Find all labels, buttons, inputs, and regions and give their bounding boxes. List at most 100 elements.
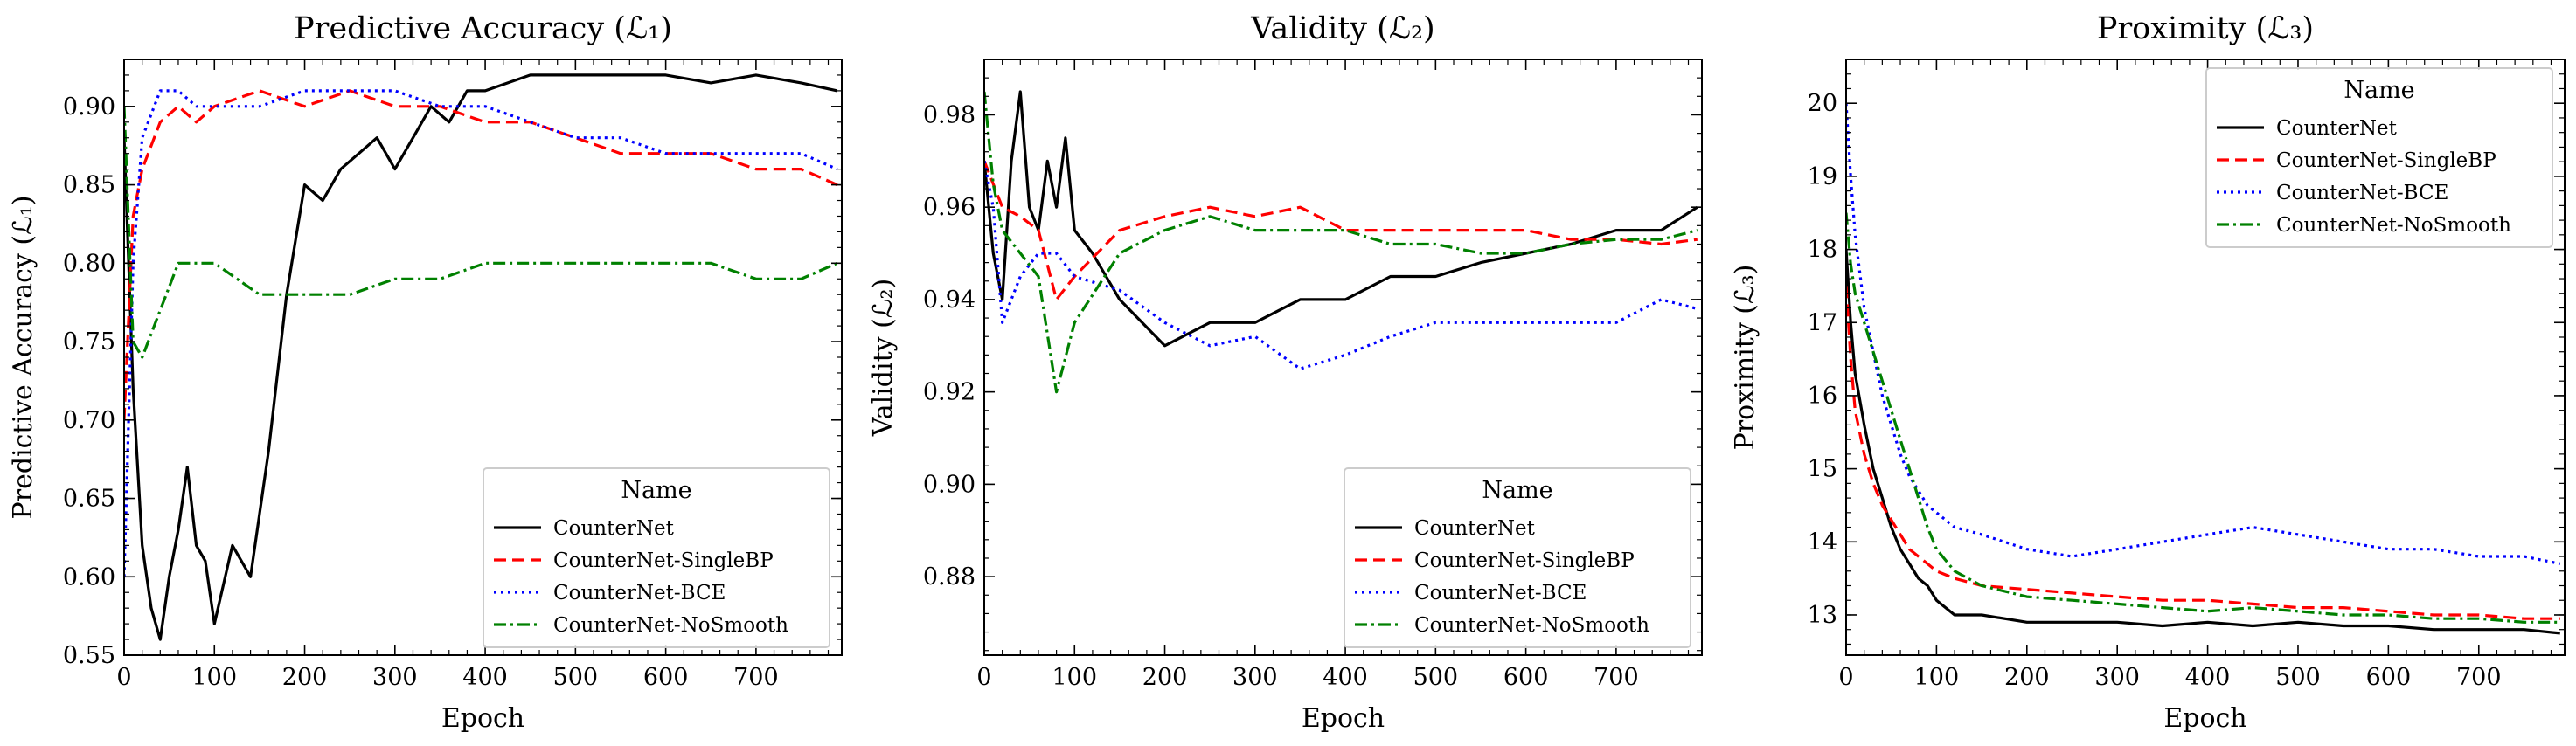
y-tick-label: 0.85 <box>63 172 115 199</box>
legend-label: CounterNet-BCE <box>2276 182 2448 204</box>
x-tick-label: 500 <box>1413 664 1459 691</box>
legend-item: CounterNet-SingleBP <box>1355 549 1635 572</box>
series-line-counternet <box>984 90 1698 348</box>
y-tick-label: 14 <box>1808 528 1837 556</box>
y-tick-label: 15 <box>1808 456 1837 483</box>
x-tick-label: 400 <box>2185 664 2231 691</box>
y-tick-label: 0.70 <box>63 407 115 434</box>
x-tick-label: 100 <box>1914 664 1960 691</box>
y-axis-label: Predictive Accuracy (ℒ₁) <box>8 196 38 520</box>
y-tick-label: 0.65 <box>63 486 115 513</box>
x-tick-label: 200 <box>2004 664 2050 691</box>
x-tick-label: 600 <box>643 664 689 691</box>
legend-label: CounterNet-NoSmooth <box>2276 214 2511 237</box>
y-tick-label: 0.60 <box>63 563 115 591</box>
x-tick-label: 500 <box>2275 664 2321 691</box>
x-tick-label: 600 <box>2366 664 2412 691</box>
x-tick-label: 0 <box>976 664 991 691</box>
legend-item: CounterNet-BCE <box>1355 582 1587 604</box>
legend-item: CounterNet-SingleBP <box>2217 149 2496 172</box>
legend-item: CounterNet-BCE <box>494 582 726 604</box>
legend-label: CounterNet <box>2276 117 2398 140</box>
y-axis-label: Validity (ℒ₂) <box>868 279 899 437</box>
x-tick-label: 400 <box>462 664 508 691</box>
legend: Name CounterNet CounterNet-SingleBP Counter… <box>1344 467 1691 648</box>
x-tick-label: 200 <box>282 664 328 691</box>
x-axis-label: Epoch <box>2163 703 2246 734</box>
x-tick-label: 700 <box>733 664 779 691</box>
legend-title: Name <box>2343 77 2414 104</box>
chart-title: Predictive Accuracy (ℒ₁) <box>294 11 672 46</box>
series-line-counternet-bce <box>984 160 1698 370</box>
series-line-counternet-singlebp <box>124 89 838 420</box>
y-tick-label: 19 <box>1808 163 1837 190</box>
x-tick-label: 700 <box>2456 664 2502 691</box>
x-tick-label: 300 <box>372 664 418 691</box>
series-line-counternet <box>1846 249 2560 635</box>
series-line-counternet <box>124 73 838 641</box>
legend-label: CounterNet-NoSmooth <box>1414 614 1649 637</box>
legend-label: CounterNet-SingleBP <box>1414 549 1635 572</box>
y-tick-label: 18 <box>1808 237 1837 264</box>
y-tick-label: 0.88 <box>923 563 976 591</box>
chart-title: Validity (ℒ₂) <box>1250 11 1434 46</box>
y-tick-label: 0.75 <box>63 328 115 356</box>
series-group <box>124 73 838 641</box>
legend: Name CounterNet CounterNet-SingleBP Counter… <box>2205 67 2553 248</box>
series-line-counternet-nosmooth <box>1846 212 2560 624</box>
series-line-counternet-nosmooth <box>124 106 838 359</box>
legend-label: CounterNet-BCE <box>553 582 726 604</box>
x-tick-label: 200 <box>1142 664 1188 691</box>
legend: Name CounterNet CounterNet-SingleBP Counter… <box>483 467 830 648</box>
legend-label: CounterNet-SingleBP <box>2276 149 2496 172</box>
y-tick-label: 17 <box>1808 309 1837 336</box>
chart-panel-1: Predictive Accuracy (ℒ₁) 0 100 200 300 400 500… <box>8 11 843 734</box>
y-tick-label: 0.94 <box>923 287 976 314</box>
legend-item: CounterNet-BCE <box>2217 182 2448 204</box>
legend-item: CounterNet-SingleBP <box>494 549 774 572</box>
x-tick-label: 400 <box>1323 664 1368 691</box>
legend-item: CounterNet <box>494 517 675 540</box>
legend-label: CounterNet <box>1414 517 1536 540</box>
axes-frame <box>1845 59 2566 656</box>
x-tick-label: 0 <box>116 664 131 691</box>
y-tick-label: 0.98 <box>923 101 976 128</box>
x-axis-label: Epoch <box>441 703 524 734</box>
x-tick-label: 700 <box>1594 664 1639 691</box>
series-line-counternet-nosmooth <box>984 91 1698 394</box>
legend-item: CounterNet-NoSmooth <box>1355 614 1649 637</box>
x-tick-label: 0 <box>1838 664 1853 691</box>
legend-label: CounterNet-SingleBP <box>553 549 774 572</box>
chart-panel-3: Proximity (ℒ₃) 0 100 200 300 400 500 600 700 13 14… <box>1730 11 2566 734</box>
series-line-counternet-bce <box>1846 103 2561 565</box>
series-line-counternet-singlebp <box>984 160 1698 301</box>
axes-frame <box>983 59 1703 656</box>
x-tick-label: 300 <box>2094 664 2140 691</box>
y-tick-label: 0.55 <box>63 642 115 669</box>
chart-title: Proximity (ℒ₃) <box>2097 11 2314 46</box>
x-tick-label: 500 <box>553 664 599 691</box>
chart-panel-2: Validity (ℒ₂) 0 100 200 300 400 500 600 700 0.88 0… <box>868 11 1703 734</box>
x-tick-label: 100 <box>1052 664 1097 691</box>
legend-box <box>483 467 830 648</box>
x-tick-label: 600 <box>1503 664 1549 691</box>
legend-box <box>1344 467 1691 648</box>
legend-label: CounterNet-NoSmooth <box>553 614 788 637</box>
series-line-counternet-singlebp <box>1846 286 2560 620</box>
legend-item: CounterNet <box>1355 517 1536 540</box>
y-axis-label: Proximity (ℒ₃) <box>1730 265 1760 451</box>
legend-box <box>2205 67 2553 248</box>
y-tick-label: 0.80 <box>63 250 115 277</box>
series-group <box>1846 103 2561 635</box>
legend-label: CounterNet <box>553 517 675 540</box>
y-tick-label: 0.90 <box>923 471 976 498</box>
y-tick-label: 0.90 <box>63 93 115 121</box>
y-tick-label: 0.92 <box>923 379 976 406</box>
legend-item: CounterNet-NoSmooth <box>2217 214 2511 237</box>
y-tick-label: 13 <box>1808 602 1837 629</box>
x-tick-label: 100 <box>191 664 237 691</box>
x-axis-label: Epoch <box>1302 703 1385 734</box>
series-group <box>984 90 1698 394</box>
y-tick-label: 20 <box>1808 90 1837 117</box>
